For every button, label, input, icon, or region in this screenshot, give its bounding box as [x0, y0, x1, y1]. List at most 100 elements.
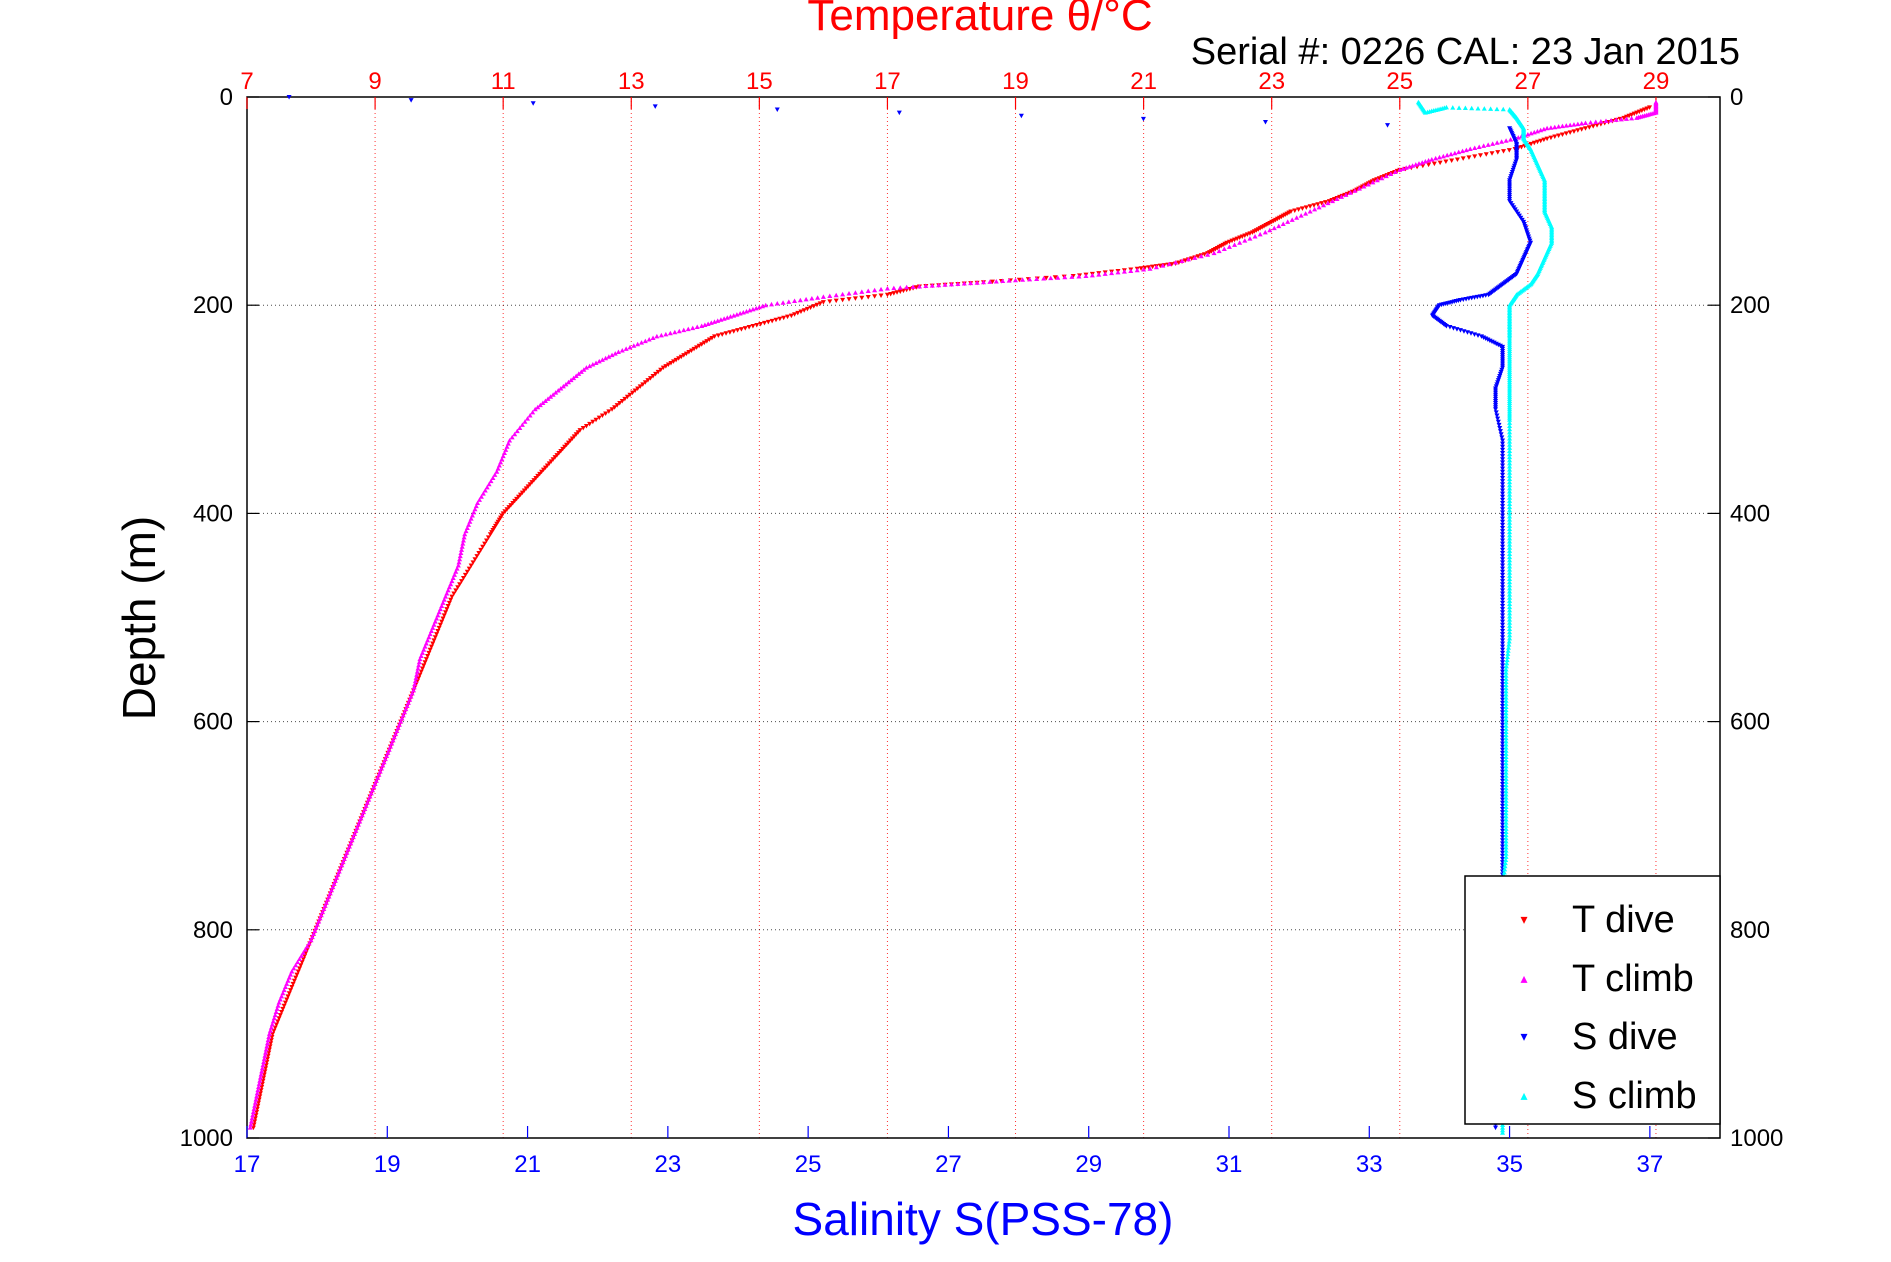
data-point-t-climb: [568, 377, 574, 383]
data-point-t-dive: [269, 1035, 275, 1040]
data-point-s-climb: [1503, 813, 1509, 819]
tick-label-top: 11: [491, 68, 516, 95]
data-point-s-climb: [1462, 105, 1468, 111]
tick-label-top: 7: [240, 68, 253, 95]
legend-label-t-climb: T climb: [1572, 958, 1694, 1000]
data-point-t-climb: [685, 326, 691, 332]
data-point-t-dive: [660, 365, 666, 371]
data-point-t-climb: [478, 494, 484, 499]
data-point-s-climb: [1503, 848, 1509, 853]
data-point-t-dive: [665, 362, 671, 368]
data-point-t-climb: [458, 550, 464, 555]
data-point-t-dive: [448, 597, 454, 603]
data-point-s-dive: [1500, 535, 1506, 540]
data-point-t-climb: [412, 681, 418, 687]
data-point-t-climb: [792, 298, 798, 304]
data-point-s-dive: [1500, 457, 1506, 462]
data-point-t-dive: [1556, 133, 1562, 139]
data-point-t-dive: [1483, 152, 1489, 157]
data-point-s-dive: [896, 110, 902, 116]
data-point-t-climb: [553, 390, 559, 395]
data-point-s-climb: [1507, 451, 1513, 457]
data-point-t-climb: [300, 950, 306, 955]
data-point-t-climb: [581, 367, 587, 372]
data-point-t-dive: [298, 963, 304, 968]
data-point-s-dive: [1500, 853, 1506, 859]
data-point-s-climb: [1481, 106, 1487, 111]
data-point-s-climb: [1503, 816, 1509, 822]
data-point-t-climb: [583, 365, 589, 370]
data-point-s-climb: [1503, 695, 1509, 700]
data-point-t-dive: [798, 309, 804, 315]
data-point-s-dive: [1500, 451, 1506, 456]
data-point-s-dive: [1500, 522, 1506, 528]
data-point-t-climb: [1436, 154, 1442, 160]
data-point-t-climb: [923, 283, 929, 289]
data-point-s-climb: [1503, 679, 1509, 685]
data-point-t-climb: [1034, 276, 1040, 281]
data-point-t-dive: [462, 572, 468, 578]
data-point-t-dive: [270, 1031, 276, 1037]
data-point-t-climb: [251, 1106, 257, 1111]
data-point-t-dive: [1426, 162, 1432, 168]
data-point-t-climb: [306, 940, 312, 946]
data-point-s-climb: [1456, 105, 1462, 110]
data-point-s-dive: [1500, 485, 1506, 490]
data-point-t-climb: [272, 1012, 278, 1018]
data-point-t-dive: [267, 1044, 273, 1049]
data-point-t-climb: [295, 959, 301, 965]
data-point-s-climb: [1507, 617, 1513, 622]
tick-label-right: 0: [1730, 84, 1743, 111]
data-point-s-climb: [1501, 870, 1507, 875]
data-point-t-climb: [1623, 116, 1629, 121]
tick-label-bottom: 35: [1496, 1151, 1523, 1178]
data-point-t-dive: [668, 360, 674, 366]
data-point-s-dive: [1500, 463, 1506, 469]
tick-label-right: 400: [1730, 500, 1770, 527]
data-point-s-dive: [1500, 788, 1506, 793]
data-point-t-climb: [728, 314, 734, 319]
data-point-t-dive: [750, 324, 756, 329]
data-point-t-climb: [1559, 123, 1565, 129]
data-point-s-dive: [1500, 728, 1506, 734]
data-point-s-climb: [1507, 467, 1513, 472]
data-point-t-climb: [461, 534, 467, 540]
data-point-t-climb: [1334, 196, 1340, 202]
data-point-t-dive: [423, 657, 429, 662]
data-point-t-dive: [765, 319, 771, 325]
data-point-t-climb: [929, 283, 935, 288]
data-point-t-climb: [1216, 248, 1222, 254]
data-point-s-climb: [1507, 542, 1513, 547]
data-point-t-climb: [936, 282, 942, 288]
data-point-t-climb: [1276, 223, 1282, 229]
data-point-t-climb: [827, 293, 833, 299]
data-point-t-climb: [1330, 198, 1336, 204]
data-point-t-dive: [294, 972, 300, 978]
data-point-s-climb: [1503, 713, 1509, 719]
data-point-s-climb: [1507, 429, 1513, 435]
data-point-s-dive: [1500, 663, 1506, 668]
data-point-s-dive: [1500, 778, 1506, 784]
tick-label-left: 1000: [180, 1125, 233, 1152]
data-point-t-dive: [457, 582, 463, 587]
data-point-t-climb: [249, 1115, 255, 1121]
data-point-s-dive: [1495, 419, 1501, 425]
data-point-t-climb: [522, 419, 528, 424]
data-point-t-dive: [1472, 154, 1478, 159]
data-point-t-climb: [916, 283, 922, 289]
data-point-t-dive: [264, 1060, 270, 1065]
data-point-t-dive: [840, 297, 846, 303]
data-point-t-climb: [1383, 173, 1389, 179]
data-point-t-climb: [460, 537, 466, 543]
data-point-t-dive: [422, 660, 428, 665]
data-point-s-climb: [1503, 757, 1509, 763]
data-point-s-climb: [1500, 1127, 1506, 1133]
data-point-s-climb: [1503, 698, 1509, 703]
data-point-t-climb: [1603, 118, 1609, 123]
data-point-s-climb: [1503, 745, 1509, 750]
data-point-t-climb: [1134, 267, 1140, 273]
data-point-s-climb: [1507, 529, 1513, 535]
data-point-s-climb: [1502, 860, 1508, 866]
data-point-s-climb: [1504, 654, 1510, 660]
data-point-t-climb: [599, 357, 605, 362]
